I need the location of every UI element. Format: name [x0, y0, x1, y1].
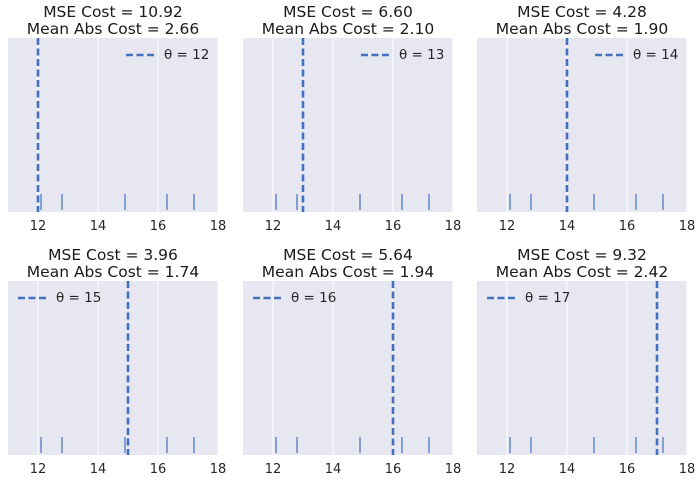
subplot-subtitle: Mean Abs Cost = 1.94 — [262, 263, 434, 281]
legend: θ = 16 — [253, 290, 336, 306]
subplot-title: MSE Cost = 9.32 — [517, 246, 647, 264]
subplot-title: MSE Cost = 6.60 — [283, 3, 413, 21]
x-tick-label: 16 — [619, 462, 636, 477]
x-tick-label: 14 — [559, 219, 576, 234]
x-tick-label: 14 — [90, 219, 107, 234]
legend-label: θ = 14 — [633, 47, 678, 63]
x-tick-label: 12 — [265, 462, 282, 477]
legend-label: θ = 15 — [56, 290, 101, 306]
axes-background — [477, 38, 687, 212]
axes-background — [243, 38, 453, 212]
x-tick-label: 14 — [325, 462, 342, 477]
x-tick-label: 12 — [499, 462, 516, 477]
axes-background — [477, 281, 687, 455]
subplot-title: MSE Cost = 4.28 — [517, 3, 647, 21]
x-tick-label: 16 — [619, 219, 636, 234]
legend: θ = 17 — [487, 290, 570, 306]
x-tick-label: 14 — [325, 219, 342, 234]
subplot-subtitle: Mean Abs Cost = 2.42 — [496, 263, 668, 281]
legend-label: θ = 16 — [291, 290, 336, 306]
x-tick-label: 12 — [30, 219, 47, 234]
x-tick-label: 18 — [679, 462, 696, 477]
x-tick-label: 16 — [385, 462, 402, 477]
legend-label: θ = 17 — [525, 290, 570, 306]
x-tick-label: 12 — [499, 219, 516, 234]
x-tick-label: 12 — [30, 462, 47, 477]
axes-background — [8, 38, 218, 212]
axes-background — [243, 281, 453, 455]
legend: θ = 14 — [595, 47, 678, 63]
x-tick-label: 16 — [150, 462, 167, 477]
x-tick-label: 16 — [385, 219, 402, 234]
x-tick-label: 18 — [445, 462, 462, 477]
subplot-title: MSE Cost = 3.96 — [48, 246, 178, 264]
x-tick-label: 18 — [210, 462, 227, 477]
subplot-title: MSE Cost = 10.92 — [43, 3, 183, 21]
x-tick-label: 12 — [265, 219, 282, 234]
legend: θ = 12 — [126, 47, 209, 63]
subplot-title: MSE Cost = 5.64 — [283, 246, 413, 264]
x-tick-label: 18 — [679, 219, 696, 234]
x-tick-label: 18 — [210, 219, 227, 234]
x-tick-label: 18 — [445, 219, 462, 234]
subplot-subtitle: Mean Abs Cost = 2.66 — [27, 20, 199, 38]
subplot-subtitle: Mean Abs Cost = 2.10 — [262, 20, 434, 38]
subplot-subtitle: Mean Abs Cost = 1.74 — [27, 263, 199, 281]
x-tick-label: 14 — [90, 462, 107, 477]
legend-label: θ = 13 — [399, 47, 444, 63]
x-tick-label: 16 — [150, 219, 167, 234]
axes-background — [8, 281, 218, 455]
legend: θ = 13 — [361, 47, 444, 63]
x-tick-label: 14 — [559, 462, 576, 477]
subplot-subtitle: Mean Abs Cost = 1.90 — [496, 20, 668, 38]
legend: θ = 15 — [18, 290, 101, 306]
legend-label: θ = 12 — [164, 47, 209, 63]
